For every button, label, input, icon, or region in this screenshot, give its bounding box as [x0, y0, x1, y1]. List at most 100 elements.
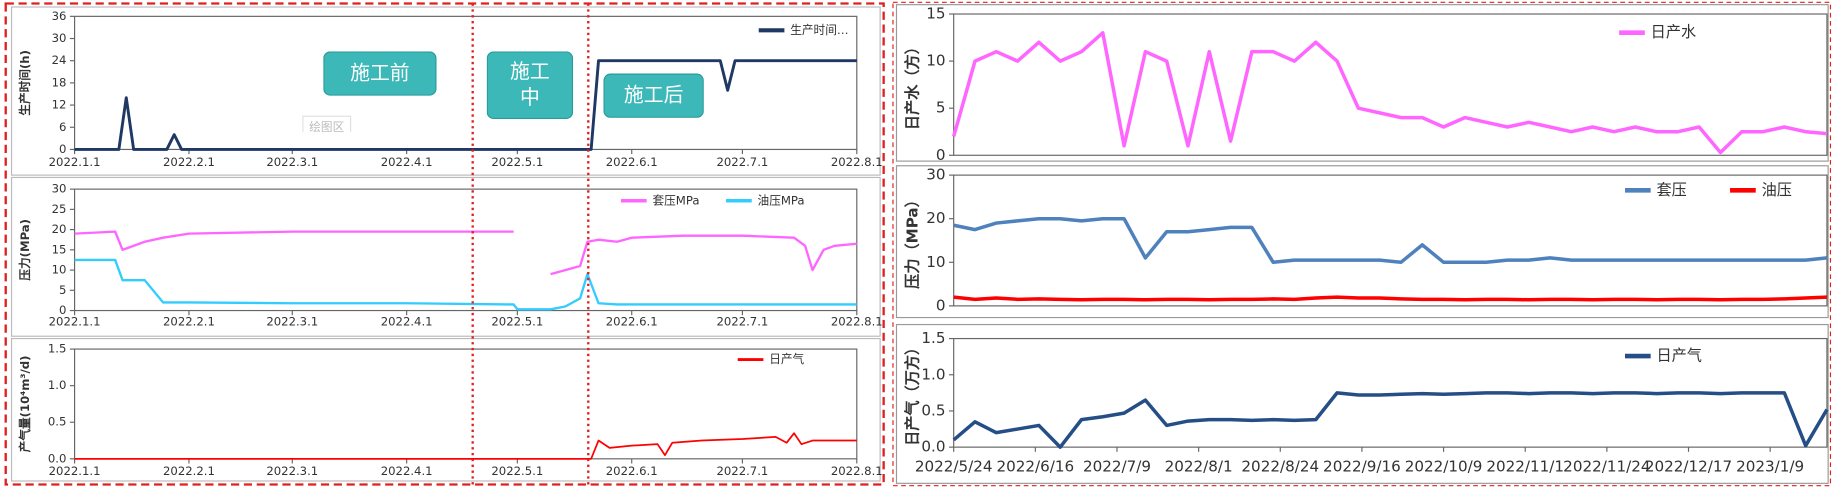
panel-frame: [10, 6, 881, 176]
plot-area: [953, 13, 1828, 156]
x-tick-label: 2023/1/9: [1736, 457, 1804, 475]
y-tick-label: 5: [936, 99, 946, 117]
annotation: 绘图区: [302, 115, 352, 132]
x-tick-label: 2022.6.1: [606, 464, 658, 478]
x-tick-label: 2022.5.1: [491, 464, 543, 478]
right-panel: [892, 1, 1832, 487]
x-tick-label: 2022.5.1: [491, 315, 543, 329]
annotation: 施工中: [486, 51, 574, 120]
x-tick-label: 2022.5.1: [491, 155, 543, 169]
legend-label: 油压MPa: [758, 193, 805, 207]
x-tick-label: 2022.7.1: [716, 155, 768, 169]
plot-area: [953, 337, 1828, 448]
x-tick-label: 2022.1.1: [49, 315, 101, 329]
panel-frame: [10, 176, 881, 337]
y-tick-label: 0.5: [921, 401, 945, 419]
x-tick-label: 2022/5/24: [915, 457, 993, 475]
y-tick-label: 15: [926, 5, 945, 23]
series-line: [74, 59, 857, 151]
legend-label: 日产水: [1651, 23, 1696, 41]
y-tick-label: 30: [52, 182, 67, 196]
y-tick-label: 24: [52, 53, 67, 67]
y-tick-label: 36: [52, 9, 67, 23]
y-tick-label: 10: [52, 263, 67, 277]
left-panel: [4, 2, 885, 486]
panel-frame: [895, 323, 1829, 484]
x-tick-label: 2022.3.1: [266, 155, 318, 169]
x-tick-label: 2022/8/1: [1165, 457, 1233, 475]
y-tick-label: 10: [926, 253, 945, 271]
legend-label: 日产气: [1657, 347, 1702, 365]
y-tick-label: 30: [926, 166, 945, 184]
y-tick-label: 1.0: [48, 378, 67, 392]
x-tick-label: 2022.8.1: [831, 464, 883, 478]
x-tick-label: 2022.4.1: [381, 155, 433, 169]
y-tick-label: 0: [936, 296, 946, 314]
x-tick-label: 2022/6/16: [996, 457, 1074, 475]
y-tick-label: 0.0: [921, 438, 945, 456]
y-tick-label: 18: [52, 75, 67, 89]
charts: 0 6 12 18 24 30 36 2022.1.1 2022.2.1 2022.3.1 2022…: [18, 5, 1829, 478]
y-tick-label: 15: [52, 242, 67, 256]
x-tick-label: 2022/12/17: [1645, 457, 1732, 475]
x-tick-label: 2022/11/24: [1563, 457, 1650, 475]
x-tick-label: 2022.4.1: [381, 315, 433, 329]
annotation-box: 施工前: [323, 51, 437, 96]
x-tick-label: 2022/10/9: [1405, 457, 1483, 475]
y-tick-label: 10: [926, 52, 945, 70]
y-tick-label: 5: [59, 283, 66, 297]
plot-area: [953, 174, 1828, 307]
series-line: [74, 230, 857, 276]
y-tick-label: 20: [926, 209, 945, 227]
plot-area: [74, 15, 858, 151]
y-axis-label: 产气量(10⁴m³/d): [18, 356, 32, 453]
x-tick-label: 2022.2.1: [163, 315, 215, 329]
y-tick-label: 6: [59, 120, 66, 134]
x-tick-label: 2022.8.1: [831, 155, 883, 169]
x-tick-label: 2022/9/16: [1323, 457, 1401, 475]
x-tick-label: 2022.1.1: [49, 155, 101, 169]
x-tick-label: 2022.7.1: [716, 464, 768, 478]
series-line: [953, 295, 1828, 302]
x-tick-label: 2022.3.1: [266, 464, 318, 478]
y-tick-label: 30: [52, 31, 67, 45]
y-tick-label: 20: [52, 222, 67, 236]
y-tick-label: 1.0: [921, 365, 945, 383]
y-axis-label: 日产水（方）: [903, 39, 921, 130]
series-line: [953, 216, 1828, 265]
y-tick-label: 25: [52, 202, 67, 216]
y-tick-label: 0: [936, 146, 946, 164]
y-tick-label: 0.0: [48, 451, 67, 465]
legend-label: 套压MPa: [652, 193, 699, 207]
y-axis-label: 日产气（万方）: [903, 340, 921, 446]
plot-area: [74, 348, 858, 460]
series-line: [74, 432, 857, 460]
y-tick-label: 0: [59, 303, 66, 317]
x-tick-label: 2022.7.1: [716, 315, 768, 329]
annotation: 施工前: [323, 51, 437, 96]
panel-frame: [10, 337, 881, 482]
series-line: [952, 31, 1828, 155]
y-tick-label: 0.5: [48, 415, 67, 429]
x-tick-label: 2022/8/24: [1241, 457, 1319, 475]
legend-label: 生产时间…: [790, 23, 848, 37]
y-axis-label: 压力(MPa): [18, 219, 32, 281]
legend-label: 套压: [1657, 181, 1687, 199]
plot-area: [74, 188, 858, 312]
x-tick-label: 2022.4.1: [381, 464, 433, 478]
x-tick-label: 2022.8.1: [831, 315, 883, 329]
panel-frame: [895, 165, 1829, 319]
x-tick-label: 2022.6.1: [606, 315, 658, 329]
x-tick-label: 2022/7/9: [1083, 457, 1151, 475]
panel-frame: [895, 4, 1829, 162]
x-tick-label: 2022.1.1: [49, 464, 101, 478]
x-tick-label: 2022.2.1: [163, 464, 215, 478]
annotation-box: 绘图区: [302, 115, 352, 132]
legend-label: 日产气: [769, 352, 804, 366]
x-tick-label: 2022.3.1: [266, 315, 318, 329]
y-axis-label: 生产时间(h): [18, 50, 32, 116]
annotation: 施工后: [603, 73, 704, 118]
y-tick-label: 1.5: [48, 342, 67, 356]
